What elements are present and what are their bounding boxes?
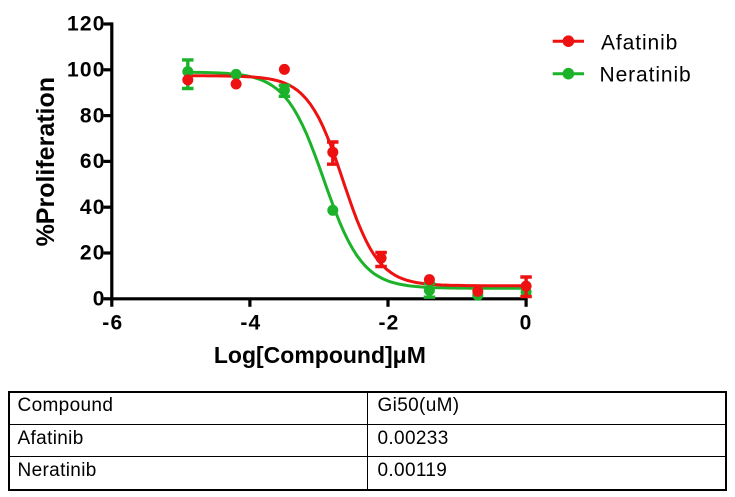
svg-text:-4: -4	[240, 312, 261, 335]
svg-text:-2: -2	[378, 312, 399, 335]
svg-text:20: 20	[80, 242, 106, 265]
svg-text:%Proliferation: %Proliferation	[32, 77, 60, 246]
svg-text:-6: -6	[102, 312, 123, 335]
svg-text:Afatinib: Afatinib	[601, 31, 678, 54]
svg-text:0: 0	[93, 288, 106, 311]
svg-text:60: 60	[80, 150, 106, 173]
svg-text:Neratinib: Neratinib	[600, 64, 692, 87]
svg-text:80: 80	[80, 104, 106, 127]
svg-text:40: 40	[80, 196, 106, 219]
svg-text:100: 100	[67, 59, 106, 82]
svg-text:Log[Compound]μM: Log[Compound]μM	[214, 342, 426, 368]
svg-text:120: 120	[67, 13, 106, 36]
svg-text:0: 0	[520, 312, 533, 335]
